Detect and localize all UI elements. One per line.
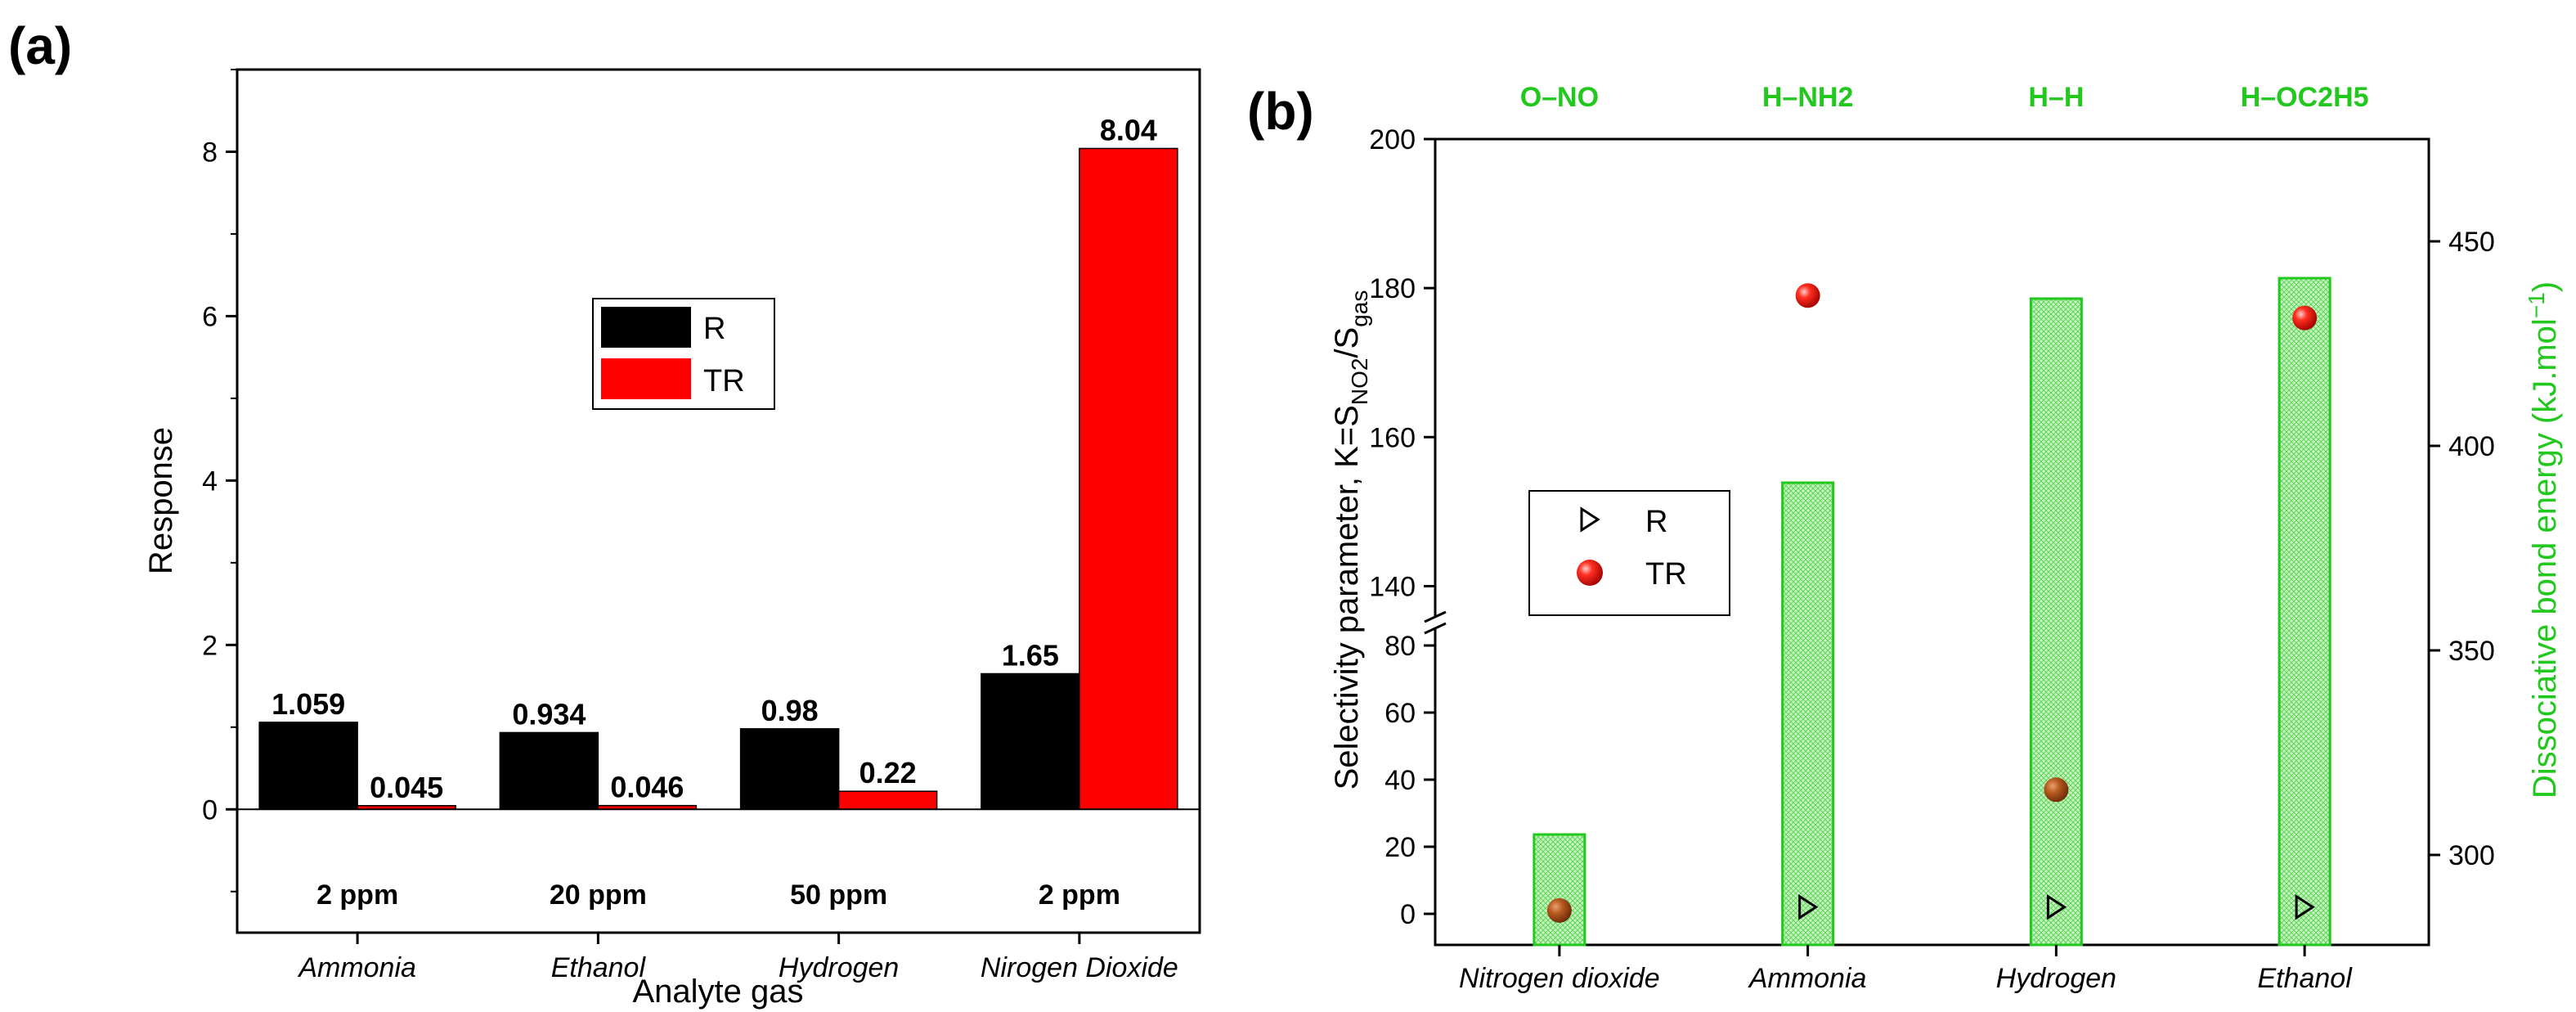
- panel-a-y-axis-title: Response: [143, 427, 179, 574]
- panel-b-category-label: Nitrogen dioxide: [1459, 963, 1660, 994]
- panel-a-data-label: 0.046: [610, 771, 684, 804]
- panel-b-point-tr: [2044, 777, 2069, 803]
- panel-a-data-label: 1.059: [272, 687, 345, 721]
- panel-a-y-tick-label: 2: [202, 630, 218, 661]
- panel-a-legend-tr: TR: [703, 364, 745, 398]
- panel-a-x-categories: 2 ppm Ammonia 20 ppm Ethanol 50 ppm Hydrogen 2…: [297, 879, 1178, 983]
- panel-a-bar-r: [981, 672, 1080, 811]
- panel-b-legend-tr: TR: [1645, 557, 1687, 591]
- panel-a-data-label: 1.65: [1002, 639, 1059, 672]
- panel-b-label: (b): [1247, 82, 1314, 141]
- panel-a-concentration-label: 2 ppm: [1039, 879, 1120, 911]
- panel-b-bond-bar: [2029, 297, 2083, 947]
- panel-b-bond-energy-bars: [1533, 277, 2331, 947]
- panel-b-right-axis-title: Dissociative bond energy (kJ.mol−1): [2524, 281, 2563, 798]
- panel-a-bar-r: [499, 731, 599, 811]
- panel-a-bar-tr: [837, 790, 938, 811]
- panel-b-left-ticks: 0 20 40 60 80 140 160 180 200: [1369, 124, 1435, 930]
- panel-a-plot-frame: [236, 68, 1201, 934]
- panel-b-point-r: [2295, 894, 2315, 920]
- panel-b-left-tick-label: 60: [1384, 698, 1416, 729]
- panel-b-left-tick-label: 0: [1400, 899, 1416, 930]
- panel-a-concentration-label: 20 ppm: [550, 879, 647, 911]
- panel-a-y-tick-label: 4: [202, 466, 218, 497]
- panel-a-legend-swatch-r: [601, 307, 691, 348]
- panel-a-legend-swatch-tr: [601, 358, 691, 399]
- panel-a-bar-r: [258, 722, 358, 811]
- panel-b-legend-marker-r: [1580, 506, 1600, 533]
- panel-b-category-label: Hydrogen: [1996, 963, 2116, 994]
- panel-a-category-label: Nirogen Dioxide: [981, 952, 1178, 983]
- panel-b-right-tick-label: 300: [2448, 840, 2495, 871]
- panel-b-right-ticks: 300 350 400 450: [2429, 227, 2495, 871]
- panel-a-y-tick-label: 8: [202, 137, 218, 168]
- panel-b-left-tick-label: 140: [1369, 571, 1416, 602]
- panel-a-concentration-label: 2 ppm: [316, 879, 398, 911]
- panel-b-left-tick-label: 40: [1384, 765, 1416, 796]
- panel-b-point-r: [2046, 894, 2067, 920]
- panel-b-category-label: Ethanol: [2257, 963, 2353, 994]
- panel-a-y-tick-label: 6: [202, 301, 218, 332]
- panel-a-data-label: 0.22: [859, 756, 917, 789]
- panel-a-legend-r: R: [703, 312, 725, 346]
- panel-b-category-label: Ammonia: [1748, 963, 1867, 994]
- panel-b-point-tr: [2292, 305, 2318, 331]
- panel-b-left-tick-label: 160: [1369, 422, 1416, 453]
- panel-b-plot-frame: [1434, 137, 2430, 947]
- panel-a-y-tick-label: 0: [202, 794, 218, 825]
- panel-a-y-ticks: 0 2 4 6 8: [202, 69, 237, 893]
- panel-b-left-tick-label: 80: [1384, 631, 1416, 662]
- panel-a-concentration-label: 50 ppm: [790, 879, 887, 911]
- panel-b-points: [1546, 283, 2318, 923]
- panel-b-bond-bar: [1781, 481, 1835, 947]
- panel-a-bar-tr: [1079, 147, 1178, 811]
- panel-b-bond-bar: [1533, 833, 1586, 947]
- panel-b-left-tick-label: 180: [1369, 273, 1416, 304]
- panel-b-bond-label: H–NH2: [1762, 82, 1853, 113]
- panel-a-data-label: 0.98: [761, 694, 819, 727]
- panel-b-right-tick-label: 350: [2448, 636, 2495, 667]
- panel-a-legend: R TR: [592, 298, 775, 410]
- panel-b-legend-marker-tr: [1577, 560, 1603, 586]
- panel-b-point-r: [1798, 894, 1819, 920]
- panel-a-data-label: 0.045: [370, 771, 443, 804]
- panel-a-bar-r: [739, 728, 840, 811]
- panel-a-data-label: 0.934: [512, 697, 586, 731]
- panel-a-label: (a): [8, 16, 72, 75]
- panel-b-bond-bar: [2278, 277, 2331, 947]
- panel-a-data-label: 8.04: [1100, 113, 1157, 146]
- panel-a-category-label: Hydrogen: [779, 952, 899, 983]
- panel-b: (b) 0 20 40 60 80 140 160 180 200 300 350 400 450 O…: [1247, 82, 2563, 994]
- panel-b-bond-label: H–OC2H5: [2241, 82, 2369, 113]
- panel-a-bars: 1.059 0.045 0.934 0.046 0.98 0.22 1.65 8.04: [237, 113, 1200, 811]
- panel-a-category-label: Ethanol: [551, 952, 647, 983]
- panel-b-bond-label: H–H: [2028, 82, 2084, 113]
- panel-b-x-categories: Nitrogen dioxide Ammonia Hydrogen Ethanol: [1459, 945, 2353, 994]
- panel-b-bond-labels: O–NO H–NH2 H–H H–OC2H5: [1520, 82, 2369, 113]
- panel-b-left-axis-title: Selectivity parameter, K=SNO2/Sgas: [1329, 290, 1372, 790]
- panel-b-axis-break: [1423, 610, 1447, 635]
- panel-b-right-tick-label: 450: [2448, 227, 2495, 258]
- panel-b-right-tick-label: 400: [2448, 431, 2495, 462]
- panel-b-bond-label: O–NO: [1520, 82, 1599, 113]
- panel-b-legend: R TR: [1528, 490, 1730, 616]
- panel-b-legend-r: R: [1645, 505, 1667, 539]
- panel-b-left-tick-label: 200: [1369, 124, 1416, 155]
- panel-a-x-axis-title: Analyte gas: [632, 974, 803, 1010]
- panel-b-left-tick-label: 20: [1384, 832, 1416, 863]
- panel-b-legend-box: [1528, 490, 1730, 616]
- panel-a-category-label: Ammonia: [297, 952, 416, 983]
- panel-b-point-tr: [1795, 283, 1820, 308]
- panel-b-point-tr: [1546, 897, 1572, 923]
